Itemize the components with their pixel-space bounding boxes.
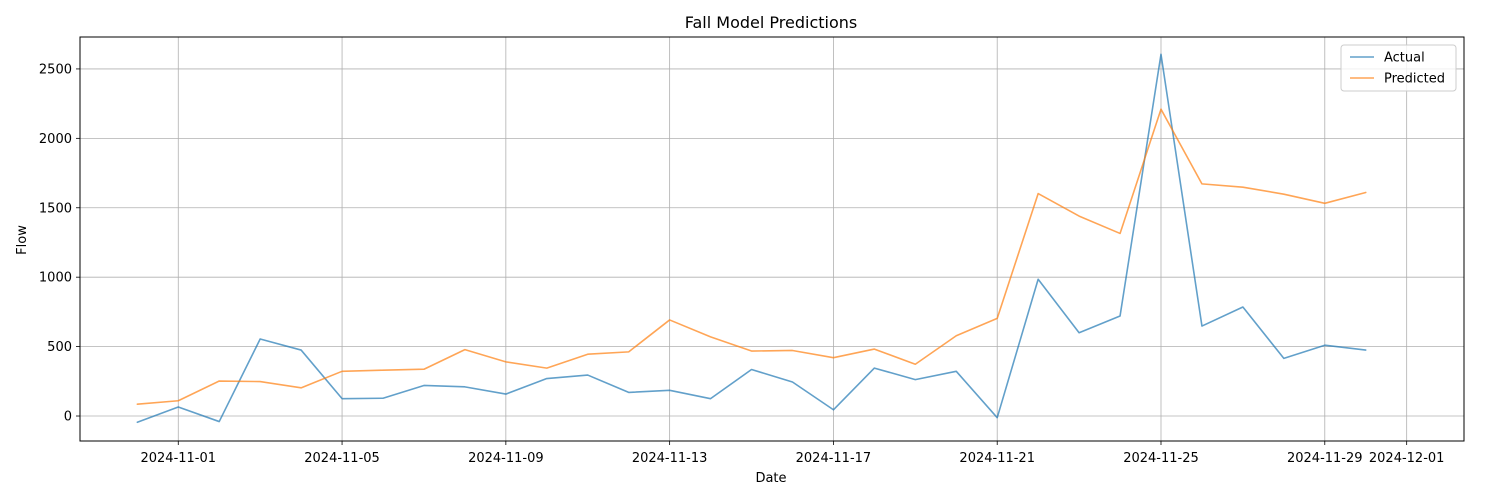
y-tick-label: 0 [64,410,72,425]
plot-frame [79,36,1465,442]
series-line-predicted [136,108,1367,406]
legend-label-actual: Actual [1384,51,1425,66]
x-tick-label: 2024-11-21 [959,451,1035,466]
y-tick-label: 1000 [39,271,72,286]
legend-label-predicted: Predicted [1384,72,1445,87]
legend: Actual Predicted [1340,44,1457,92]
x-tick-label: 2024-11-17 [796,451,872,466]
grid-lines [80,37,1464,441]
x-tick-label: 2024-11-25 [1123,451,1199,466]
x-tick-label: 2024-11-09 [468,451,544,466]
chart-title: Fall Model Predictions [685,13,857,32]
x-tick-label: 2024-11-01 [140,451,216,466]
y-axis: 0 500 1000 1500 2000 2500 [39,62,80,425]
y-tick-label: 2500 [39,62,72,77]
x-tick-label: 2024-11-05 [304,451,380,466]
x-tick-label: 2024-11-29 [1287,451,1363,466]
x-axis: 2024-11-01 2024-11-05 2024-11-09 2024-11-13… [140,441,1444,466]
x-tick-label: 2024-12-01 [1369,451,1445,466]
y-axis-label: Flow [15,225,30,255]
series-lines [136,53,1367,424]
series-line-actual [136,53,1367,424]
y-tick-label: 500 [47,340,72,355]
y-tick-label: 1500 [39,201,72,216]
x-tick-label: 2024-11-13 [632,451,708,466]
y-tick-label: 2000 [39,132,72,147]
x-axis-label: Date [755,471,786,486]
